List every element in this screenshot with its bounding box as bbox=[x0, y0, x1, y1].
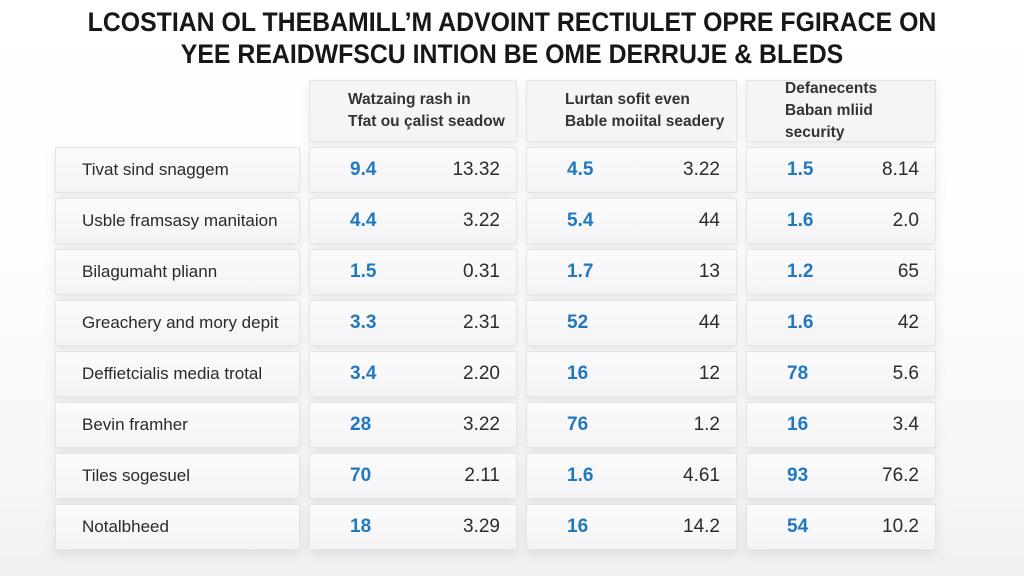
table-cell: 3.3 2.31 bbox=[309, 300, 517, 346]
table-cell: 16 12 bbox=[526, 351, 737, 397]
value-secondary: 44 bbox=[698, 210, 720, 231]
table-cell: 5.4 44 bbox=[526, 198, 737, 244]
value-secondary: 1.2 bbox=[693, 414, 720, 435]
page-title-line1: LCOSTIAN OL THEBAMILL’M ADVOINT RECTIULE… bbox=[87, 7, 937, 37]
value-primary: 1.7 bbox=[567, 261, 594, 282]
table-cell: 1.5 0.31 bbox=[309, 249, 517, 295]
value-secondary: 44 bbox=[698, 312, 720, 333]
value-primary: 16 bbox=[787, 414, 809, 435]
value-secondary: 2.20 bbox=[463, 363, 500, 384]
value-primary: 1.5 bbox=[350, 261, 377, 282]
value-primary: 78 bbox=[787, 363, 809, 384]
value-primary: 28 bbox=[350, 414, 372, 435]
row-label: Tiles sogesuel bbox=[55, 453, 300, 499]
table-cell: 54 10.2 bbox=[746, 504, 936, 550]
value-secondary: 42 bbox=[897, 312, 919, 333]
column-header-line: Bable moiital seadery bbox=[565, 113, 725, 130]
column-header-group3: Defanecents Baban mliid security bbox=[746, 80, 936, 142]
table-cell: 1.6 4.61 bbox=[526, 453, 737, 499]
row-label: Greachery and mory depit bbox=[55, 300, 300, 346]
table-cell: 16 14.2 bbox=[526, 504, 737, 550]
table-cell: 3.4 2.20 bbox=[309, 351, 517, 397]
value-secondary: 76.2 bbox=[882, 465, 919, 486]
row-label: Bevin framher bbox=[55, 402, 300, 448]
value-secondary: 3.4 bbox=[892, 414, 919, 435]
value-primary: 1.6 bbox=[787, 210, 814, 231]
table-cell: 1.7 13 bbox=[526, 249, 737, 295]
value-secondary: 5.6 bbox=[892, 363, 919, 384]
value-primary: 70 bbox=[350, 465, 372, 486]
header-spacer bbox=[55, 80, 300, 142]
column-header-line: Watzaing rash in bbox=[348, 91, 471, 109]
row-label: Deffietcialis media trotal bbox=[55, 351, 300, 397]
table-cell: 1.5 8.14 bbox=[746, 147, 936, 193]
value-secondary: 3.22 bbox=[683, 159, 720, 180]
table-cell: 4.5 3.22 bbox=[526, 147, 737, 193]
value-primary: 3.3 bbox=[350, 312, 377, 333]
value-primary: 4.5 bbox=[567, 159, 594, 180]
table-cell: 16 3.4 bbox=[746, 402, 936, 448]
value-secondary: 12 bbox=[698, 363, 720, 384]
data-table: Watzaing rash in Tfat ou çalist seadow L… bbox=[55, 80, 936, 550]
value-secondary: 13.32 bbox=[452, 159, 500, 180]
value-secondary: 13 bbox=[698, 261, 720, 282]
value-secondary: 10.2 bbox=[882, 516, 919, 537]
column-header-line: Baban mliid security bbox=[785, 102, 873, 141]
value-primary: 16 bbox=[567, 516, 589, 537]
row-label: Notalbheed bbox=[55, 504, 300, 550]
value-primary: 1.5 bbox=[787, 159, 814, 180]
column-header-line: Defanecents bbox=[785, 80, 878, 98]
table-cell: 70 2.11 bbox=[309, 453, 517, 499]
row-label: Bilagumaht pliann bbox=[55, 249, 300, 295]
value-primary: 1.6 bbox=[567, 465, 594, 486]
value-primary: 5.4 bbox=[567, 210, 594, 231]
table-cell: 28 3.22 bbox=[309, 402, 517, 448]
value-primary: 1.6 bbox=[787, 312, 814, 333]
value-secondary: 2.11 bbox=[464, 465, 500, 486]
table-cell: 18 3.29 bbox=[309, 504, 517, 550]
table-cell: 9.4 13.32 bbox=[309, 147, 517, 193]
value-secondary: 3.22 bbox=[463, 210, 500, 231]
value-secondary: 2.0 bbox=[892, 210, 919, 231]
page-title: LCOSTIAN OL THEBAMILL’M ADVOINT RECTIULE… bbox=[41, 6, 983, 71]
column-header-line: Lurtan sofit even bbox=[565, 91, 690, 109]
column-header-group1: Watzaing rash in Tfat ou çalist seadow bbox=[309, 80, 517, 142]
value-primary: 54 bbox=[787, 516, 809, 537]
table-cell: 1.6 2.0 bbox=[746, 198, 936, 244]
value-secondary: 4.61 bbox=[683, 465, 720, 486]
value-primary: 1.2 bbox=[787, 261, 814, 282]
value-secondary: 65 bbox=[897, 261, 919, 282]
value-secondary: 3.22 bbox=[463, 414, 500, 435]
row-label: Usble framsasy manitaion bbox=[55, 198, 300, 244]
value-primary: 9.4 bbox=[350, 159, 377, 180]
table-cell: 4.4 3.22 bbox=[309, 198, 517, 244]
page-title-line2: YEE REAIDWFSCU INTION BE OME DERRUJE & B… bbox=[180, 39, 844, 70]
table-cell: 1.2 65 bbox=[746, 249, 936, 295]
table-cell: 1.6 42 bbox=[746, 300, 936, 346]
value-primary: 52 bbox=[567, 312, 589, 333]
value-primary: 18 bbox=[350, 516, 372, 537]
column-header-group2: Lurtan sofit even Bable moiital seadery bbox=[526, 80, 737, 142]
value-primary: 3.4 bbox=[350, 363, 377, 384]
table-cell: 78 5.6 bbox=[746, 351, 936, 397]
table-cell: 76 1.2 bbox=[526, 402, 737, 448]
row-label: Tivat sind snaggem bbox=[55, 147, 300, 193]
value-secondary: 0.31 bbox=[463, 261, 500, 282]
value-primary: 16 bbox=[567, 363, 589, 384]
table-cell: 52 44 bbox=[526, 300, 737, 346]
value-primary: 93 bbox=[787, 465, 809, 486]
value-secondary: 2.31 bbox=[463, 312, 500, 333]
value-secondary: 14.2 bbox=[683, 516, 720, 537]
table-cell: 93 76.2 bbox=[746, 453, 936, 499]
value-secondary: 3.29 bbox=[463, 516, 500, 537]
column-header-line: Tfat ou çalist seadow bbox=[348, 113, 505, 130]
value-primary: 4.4 bbox=[350, 210, 377, 231]
value-secondary: 8.14 bbox=[882, 159, 919, 180]
value-primary: 76 bbox=[567, 414, 589, 435]
